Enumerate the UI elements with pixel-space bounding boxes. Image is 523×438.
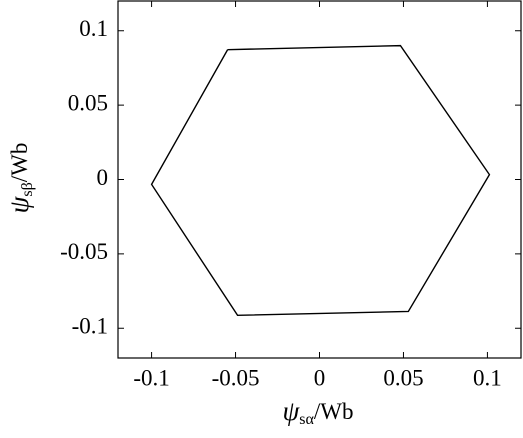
y-tick-label: -0.05 — [60, 239, 108, 264]
y-label-unit: /Wb — [7, 143, 32, 183]
y-tick-label: 0.05 — [68, 90, 108, 115]
x-tick-label: 0.05 — [383, 365, 423, 390]
y-axis-label: ψsβ/Wb — [4, 143, 35, 214]
plot-frame — [117, 0, 522, 359]
x-label-subscript: sα — [299, 411, 314, 428]
x-label-symbol: ψ — [283, 396, 301, 426]
y-tick-label: 0.1 — [79, 16, 108, 41]
data-line — [150, 44, 491, 317]
y-tick-label: -0.1 — [72, 314, 108, 339]
x-tick-label: -0.1 — [133, 365, 169, 390]
y-tick-label: 0 — [97, 165, 109, 190]
y-label-symbol: ψ — [4, 195, 34, 213]
x-axis-label: ψsα/Wb — [283, 396, 354, 427]
x-tick-label: 0.1 — [473, 365, 502, 390]
y-label-subscript: sβ — [19, 182, 36, 196]
x-tick-label: 0 — [314, 365, 326, 390]
x-tick-label: -0.05 — [212, 365, 260, 390]
x-label-unit: /Wb — [314, 399, 354, 424]
